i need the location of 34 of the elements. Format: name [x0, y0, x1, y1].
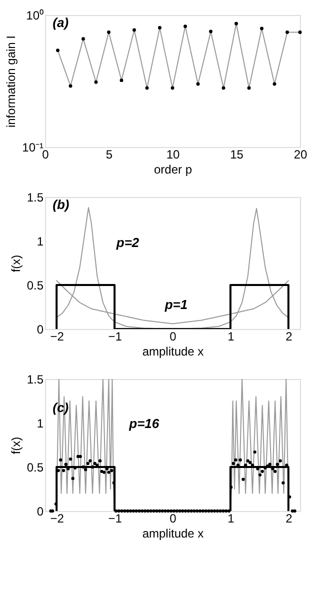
x-axis-title: amplitude x	[142, 526, 204, 540]
x-axis-title: order p	[154, 162, 192, 176]
y-axis-title: f(x)	[8, 254, 23, 272]
y-axis-title: information gain I	[4, 35, 18, 128]
y-tick-label: 1	[36, 234, 44, 248]
x-tick-label: 2	[286, 330, 293, 344]
annotation: p=2	[115, 235, 140, 250]
x-tick-label: 0	[170, 512, 177, 526]
annotation: p=1	[164, 297, 188, 312]
y-tick-label: 10⁻¹	[22, 140, 44, 154]
y-tick-label: 1.5	[26, 190, 44, 204]
annotation: (b)	[52, 196, 70, 212]
x-tick-label: 1	[228, 512, 235, 526]
x-tick-label: −1	[108, 330, 122, 344]
x-tick-label: 15	[230, 148, 244, 162]
x-tick-label: 10	[166, 148, 180, 162]
y-tick-label: 0.5	[26, 460, 44, 474]
y-tick-label: 1	[36, 416, 44, 430]
y-tick-label: 1.5	[26, 372, 44, 386]
annotation: (c)	[52, 400, 69, 416]
x-tick-label: 5	[106, 148, 113, 162]
x-tick-label: −2	[50, 512, 64, 526]
annotation: (a)	[52, 14, 69, 30]
x-axis-title: amplitude x	[142, 344, 204, 358]
y-tick-label: 0.5	[26, 278, 44, 292]
y-axis-title: f(x)	[8, 436, 23, 454]
x-tick-label: 20	[294, 148, 308, 162]
x-tick-label: −2	[50, 330, 64, 344]
x-tick-label: 0	[170, 330, 177, 344]
annotation: p=16	[128, 416, 160, 431]
x-tick-label: 2	[286, 512, 293, 526]
y-tick-label: 10⁰	[26, 8, 44, 22]
x-tick-label: −1	[108, 512, 122, 526]
x-tick-label: 1	[228, 330, 235, 344]
